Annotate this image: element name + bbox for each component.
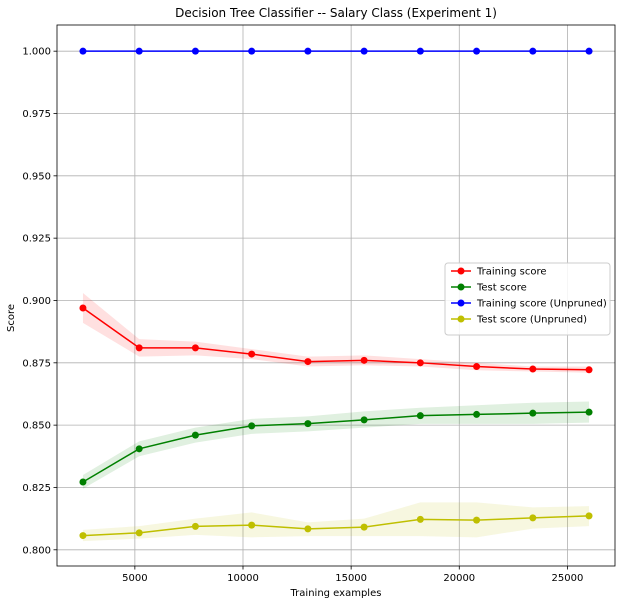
test-score-point (585, 408, 593, 416)
test-score-point (248, 422, 256, 430)
x-tick-label: 5000 (122, 573, 147, 584)
training-score-line (82, 307, 590, 371)
training-score-point (191, 344, 199, 352)
test-score-unpruned-point (191, 522, 199, 530)
y-tick-label: 0.950 (22, 171, 51, 182)
training-score-unpruned-point (360, 47, 368, 55)
test-score-unpruned-point (585, 512, 593, 520)
training-score-point (473, 363, 481, 371)
confidence-bands (82, 293, 590, 542)
test-score-point (416, 412, 424, 420)
training-score-unpruned-point (585, 47, 593, 55)
test-score-unpruned-point (79, 532, 87, 540)
y-tick-label: 0.975 (22, 109, 51, 120)
y-tick-label: 0.875 (22, 358, 51, 369)
y-axis-label: Score (6, 304, 17, 332)
x-tick-label: 15000 (335, 573, 367, 584)
test-score-unpruned-legend-marker (457, 315, 465, 323)
test-score-point (304, 420, 312, 428)
chart-title: Decision Tree Classifier -- Salary Class… (175, 6, 497, 20)
training-score-unpruned-point (248, 47, 256, 55)
y-tick-label: 0.825 (22, 483, 51, 494)
y-tick-label: 0.900 (22, 296, 51, 307)
test-score-unpruned-point (473, 516, 481, 524)
x-axis-label: Training examples (290, 588, 382, 599)
y-tick-label: 1.000 (22, 47, 51, 58)
test-score-point (191, 431, 199, 439)
test-score-point (135, 445, 143, 453)
training-score-point (304, 358, 312, 366)
training-score-unpruned-point (191, 47, 199, 55)
training-score-unpruned-point (473, 47, 481, 55)
training-score-unpruned-point (79, 47, 87, 55)
training-score-unpruned-legend-label: Training score (Unpruned) (476, 299, 607, 310)
y-tick-label: 0.925 (22, 234, 51, 245)
plot-area-frame (56, 24, 616, 567)
training-score-unpruned-point (416, 47, 424, 55)
y-tick-label: 0.800 (22, 545, 51, 556)
test-score-band (82, 401, 590, 489)
training-score-point (360, 356, 368, 364)
test-score-unpruned-point (416, 515, 424, 523)
y-tick-label: 0.850 (22, 421, 51, 432)
test-score-point (360, 416, 368, 424)
training-score-unpruned-point (135, 47, 143, 55)
test-score-unpruned-point (360, 523, 368, 531)
training-score-point (248, 350, 256, 358)
training-score-point (416, 359, 424, 367)
training-score-point (79, 304, 87, 312)
training-score-unpruned-point (529, 47, 537, 55)
test-score-unpruned-band (82, 502, 590, 542)
test-score-legend-label: Test score (476, 283, 527, 294)
test-score-unpruned-line (82, 515, 590, 537)
training-score-unpruned-legend-marker (457, 299, 465, 307)
test-score-unpruned-point (529, 514, 537, 522)
test-score-point (79, 478, 87, 486)
test-score-point (529, 409, 537, 417)
x-tick-label: 20000 (443, 573, 475, 584)
series-points (79, 47, 593, 540)
legend-box (444, 262, 611, 336)
x-axis-ticks: 5000 10000 15000 20000 25000 (122, 566, 583, 584)
legend: Training score Test score Training score (… (444, 262, 611, 336)
test-score-line (82, 411, 590, 483)
test-score-point (473, 410, 481, 418)
training-score-legend-marker (457, 267, 465, 275)
series-lines (82, 50, 590, 537)
training-score-legend-label: Training score (476, 267, 547, 278)
test-score-legend-marker (457, 283, 465, 291)
test-score-unpruned-legend-label: Test score (Unpruned) (476, 315, 587, 326)
test-score-unpruned-point (135, 529, 143, 537)
test-score-unpruned-point (304, 525, 312, 533)
x-tick-label: 25000 (552, 573, 584, 584)
training-score-band (82, 293, 590, 373)
x-tick-label: 10000 (227, 573, 259, 584)
training-score-point (135, 344, 143, 352)
y-axis-ticks: 0.800 0.825 0.850 0.875 0.900 0.925 0.950 0.975… (22, 47, 57, 556)
test-score-unpruned-point (248, 521, 256, 529)
training-score-unpruned-point (304, 47, 312, 55)
training-score-point (529, 365, 537, 373)
training-score-point (585, 366, 593, 374)
